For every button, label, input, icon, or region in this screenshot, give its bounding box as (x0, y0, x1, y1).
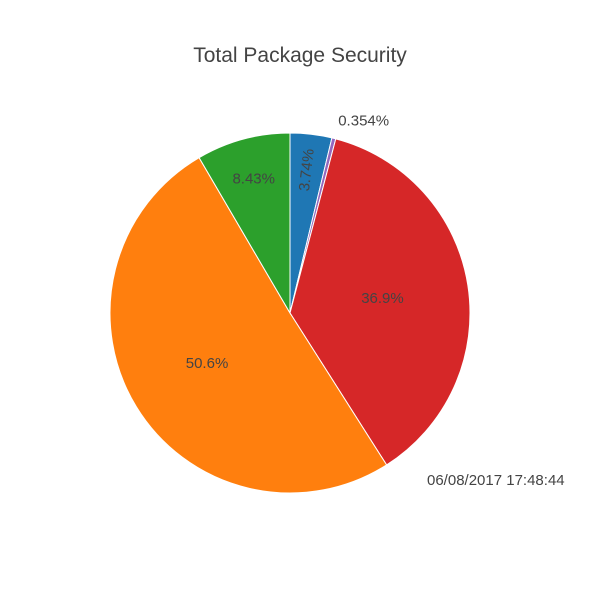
slice-label-1: 0.354% (338, 112, 389, 129)
chart-title: Total Package Security (193, 44, 407, 67)
slice-label-4: 8.43% (232, 171, 275, 188)
pie-slice-3[interactable] (109, 156, 388, 494)
slice-label-3: 50.6% (186, 355, 229, 372)
slice-label-2: 36.9% (361, 290, 404, 307)
slice-label-0: 3.74% (296, 148, 318, 192)
pie-slices (109, 132, 471, 494)
pie-labels: 3.74% 0.354% 36.9% 50.6% 8.43% (186, 112, 404, 372)
timestamp-annotation: 06/08/2017 17:48:44 (427, 472, 565, 489)
pie-slice-4[interactable] (198, 132, 291, 315)
